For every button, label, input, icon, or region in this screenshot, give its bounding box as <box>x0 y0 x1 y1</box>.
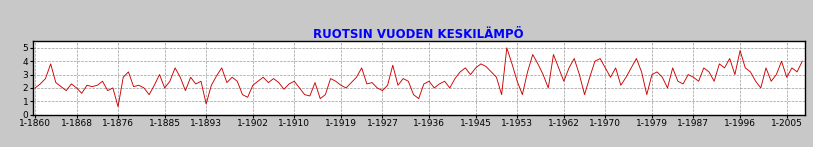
Title: RUOTSIN VUODEN KESKILÄMPÖ: RUOTSIN VUODEN KESKILÄMPÖ <box>313 28 524 41</box>
